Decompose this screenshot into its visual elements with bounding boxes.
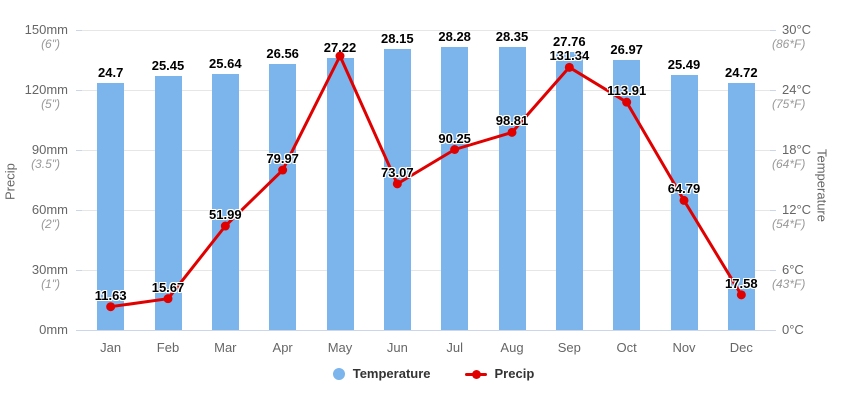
right-axis-tick-label: 0°C [782,322,804,337]
legend-item-temperature[interactable]: Temperature [332,366,431,381]
right-axis-tick-label: 30°C (86*F) [772,22,812,52]
temperature-value-label: 25.64 [209,55,242,71]
precip-point-may[interactable] [335,51,345,61]
left-axis-tick [76,210,82,211]
precip-point-sep[interactable] [564,62,574,72]
precip-point-apr[interactable] [278,165,288,175]
temperature-value-label: 28.35 [495,28,529,44]
right-axis-tick [770,90,776,91]
temperature-bar-jan[interactable] [97,83,125,330]
temperature-value-label: 24.72 [725,64,758,80]
temperature-bar-mar[interactable] [211,73,239,330]
temperature-legend-marker-icon [332,367,345,380]
plot-area: 24.7 25.45 25.64 26.56 27.22 28.15 28.28 28.35 2… [82,28,770,331]
precip-value-label: 79.97 [266,151,299,167]
right-axis-tick-label: 12°C (54*F) [772,202,812,232]
left-axis-tick-label: 150mm (6") [24,22,68,52]
left-axis-tick-label: 120mm (5") [24,82,68,112]
right-axis-tick [770,30,776,31]
temperature-value-label: 25.49 [667,57,701,73]
precip-value-label: 64.79 [667,181,701,197]
precip-line [110,54,743,309]
right-axis-tick [770,150,776,151]
left-axis-tick-label: 30mm (1") [31,262,68,292]
x-axis-label-dec: Dec [729,340,753,355]
left-axis-tick-label: 90mm (3.5") [31,142,68,172]
right-axis-tick [770,270,776,271]
left-axis-title: Precip [2,163,18,201]
x-axis-label-jan: Jan [100,340,122,355]
x-axis-line [82,330,770,331]
x-axis-label-feb: Feb [156,340,180,355]
precip-point-aug[interactable] [507,127,517,137]
gridline [82,90,770,91]
gridline [82,270,770,271]
precip-point-feb[interactable] [163,294,173,304]
temperature-value-label: 27.22 [323,39,357,55]
temperature-value-label: 26.97 [610,42,643,58]
legend-item-precip[interactable]: Precip [464,366,535,381]
precip-point-oct[interactable] [622,97,632,107]
precip-value-label: 73.07 [381,164,414,180]
temperature-value-label: 28.28 [438,29,471,45]
precip-value-label: 15.67 [151,279,185,295]
temperature-value-label: 25.45 [151,57,185,73]
precip-point-mar[interactable] [220,221,230,231]
precip-value-label: 51.99 [209,207,242,223]
temperature-bar-aug[interactable] [498,46,526,330]
x-axis-label-jun: Jun [386,340,408,355]
temperature-bar-jun[interactable] [383,48,411,330]
temperature-bar-dec[interactable] [727,82,755,330]
precip-legend-marker-icon [464,368,487,380]
gridline [82,150,770,151]
x-axis-label-jul: Jul [446,340,463,355]
right-axis-tick [770,330,776,331]
legend-label-temperature: Temperature [352,366,431,381]
x-axis-label-apr: Apr [272,340,293,355]
precip-value-label: 98.81 [495,113,529,129]
temperature-value-label: 26.56 [266,46,299,62]
left-axis-tick [76,150,82,151]
left-axis-tick [76,270,82,271]
x-axis-label-nov: Nov [672,340,696,355]
precip-point-jan[interactable] [106,302,116,312]
precip-value-label: 11.63 [94,287,127,303]
right-axis-title: Temperature [814,148,830,222]
precip-line-layer [106,51,746,312]
legend: Temperature Precip [0,366,867,381]
temperature-value-label: 24.7 [98,65,124,80]
temperature-bar-may[interactable] [326,57,354,330]
temperature-value-label: 27.76 [553,34,586,50]
right-axis-tick-label: 24°C (75*F) [772,82,812,112]
gridline [82,30,770,31]
precip-value-label: 113.91 [607,83,647,99]
temperature-bar-jul[interactable] [441,47,469,330]
x-axis-label-oct: Oct [616,340,637,355]
right-axis-tick-label: 18°C (64*F) [772,142,812,172]
left-axis-tick-label: 0mm [39,322,68,337]
temperature-value-label: 28.15 [381,30,414,46]
left-axis-tick [76,330,82,331]
gridline [82,210,770,211]
x-axis-label-may: May [327,340,353,355]
x-axis-label-sep: Sep [557,340,581,355]
right-axis-tick [770,210,776,211]
precip-point-jun[interactable] [392,179,402,189]
temperature-bar-sep[interactable] [555,52,583,330]
x-axis-label-aug: Aug [500,340,524,355]
precip-value-label: 131.34 [549,48,590,64]
left-axis-tick [76,90,82,91]
precip-point-nov[interactable] [679,195,689,205]
temperature-bar-apr[interactable] [269,64,297,330]
legend-label-precip: Precip [494,366,535,381]
precip-point-jul[interactable] [450,145,460,154]
precip-value-label: 17.58 [725,275,758,291]
precip-point-dec[interactable] [736,290,746,300]
right-axis-tick-label: 6°C (43*F) [772,262,806,292]
left-axis-tick-label: 60mm (2") [31,202,68,232]
precip-value-label: 90.25 [438,130,471,146]
left-axis-tick [76,30,82,31]
x-axis-label-mar: Mar [214,340,237,355]
